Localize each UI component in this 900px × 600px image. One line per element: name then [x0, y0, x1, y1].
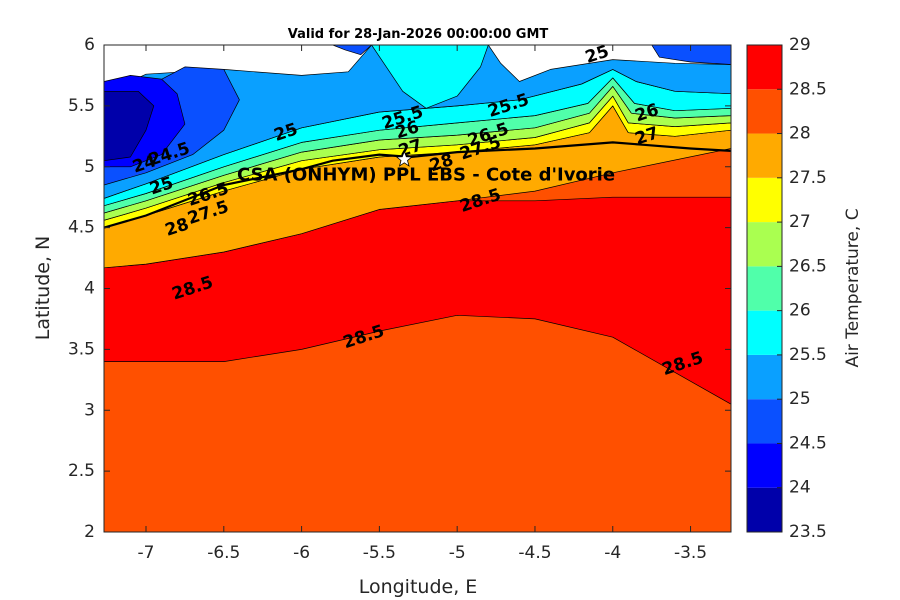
colorbar-tick-label-10: 28.5 [789, 79, 827, 99]
site-name-label: CSA (ONHYM) PPL EBS - Cote d'Ivorie [237, 164, 615, 185]
y-tick-label-6: 5 [84, 157, 95, 177]
colorbar-swatch-8 [747, 133, 782, 178]
colorbar-label: Air Temperature, C [843, 208, 863, 367]
site-star-icon [395, 150, 413, 167]
colorbar-tick-label-5: 26 [789, 301, 811, 321]
contour-band-8 [371, 45, 489, 109]
colorbar-tick-label-11: 29 [789, 35, 811, 55]
x-axis-label: Longitude, E [359, 576, 478, 598]
contour-band-13 [104, 90, 155, 162]
colorbar-tick-label-2: 24.5 [789, 433, 827, 453]
colorbar: 23.5 24 24.5 25 25.5 26 26.5 27 27.5 28 28.5 29 [746, 35, 827, 542]
contour-band-7 [104, 45, 731, 199]
colorbar-swatch-3 [747, 354, 782, 400]
y-tick-label-0: 2 [84, 522, 95, 542]
y-tick-label-1: 2.5 [68, 461, 95, 481]
chart-title: Valid for 28-Jan-2026 00:00:00 GMT [288, 27, 549, 42]
y-tick-label-3: 3.5 [68, 339, 95, 359]
colorbar-swatch-1 [747, 443, 782, 488]
colorbar-swatch-0 [747, 487, 782, 532]
x-tick-label-2: -6 [293, 543, 310, 563]
colorbar-swatch-10 [747, 45, 782, 90]
contour-band-10 [332, 45, 372, 56]
x-tick-label-7: -3.5 [674, 543, 707, 563]
colorbar-swatch-2 [747, 399, 782, 444]
y-tick-label-8: 6 [84, 35, 95, 55]
colorbar-tick-label-6: 26.5 [789, 256, 827, 276]
colorbar-tick-label-9: 28 [789, 124, 811, 144]
colorbar-tick-label-8: 27.5 [789, 168, 827, 188]
y-tick-label-4: 4 [84, 279, 95, 299]
contour-band-11 [651, 45, 731, 65]
y-tick-label-2: 3 [84, 400, 95, 420]
colorbar-tick-label-0: 23.5 [789, 522, 827, 542]
y-axis-ticks: 2 2.5 3 3.5 4 4.5 5 5.5 6 [68, 35, 731, 542]
colorbar-tick-label-3: 25 [789, 389, 811, 409]
colorbar-frame [746, 44, 783, 533]
x-axis-ticks: -7 -6.5 -6 -5.5 -5 -4.5 -4 -3.5 [138, 45, 707, 563]
colorbar-swatch-6 [747, 222, 782, 267]
y-tick-label-7: 5.5 [68, 96, 95, 116]
y-axis-label: Latitude, N [32, 236, 54, 341]
x-tick-label-0: -7 [138, 543, 155, 563]
colorbar-swatch-5 [747, 266, 782, 311]
colorbar-swatch-4 [747, 310, 782, 355]
colorbar-tick-label-7: 27 [789, 212, 811, 232]
x-tick-label-6: -4 [604, 543, 621, 563]
site-marker-group: CSA (ONHYM) PPL EBS - Cote d'Ivorie [237, 150, 615, 185]
colorbar-swatch-9 [747, 89, 782, 134]
x-tick-label-3: -5.5 [363, 543, 396, 563]
colorbar-swatch-7 [747, 177, 782, 223]
x-tick-label-1: -6.5 [207, 543, 240, 563]
colorbar-tick-label-1: 24 [789, 478, 811, 498]
contour-label-0: 25 [583, 42, 612, 68]
y-tick-label-5: 4.5 [68, 218, 95, 238]
colorbar-tick-label-4: 25.5 [789, 345, 827, 365]
x-tick-label-5: -4.5 [518, 543, 551, 563]
x-tick-label-4: -5 [449, 543, 466, 563]
